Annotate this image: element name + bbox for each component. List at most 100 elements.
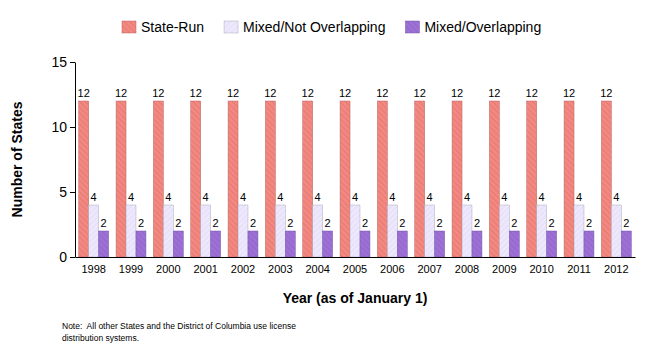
x-tick-label: 2003	[268, 263, 292, 275]
x-axis-line	[76, 257, 636, 258]
bar	[547, 231, 557, 257]
data-label: 2	[437, 217, 443, 229]
x-axis-title: Year (as of January 1)	[283, 290, 428, 306]
bar	[601, 101, 611, 257]
chart: 0510151998199920002001200220032004200520…	[0, 0, 648, 360]
data-label: 12	[376, 87, 388, 99]
x-tick-label: 2005	[343, 263, 367, 275]
data-label: 4	[576, 191, 582, 203]
bar	[340, 101, 350, 257]
data-label: 12	[339, 87, 351, 99]
data-label: 2	[138, 217, 144, 229]
data-label: 12	[600, 87, 612, 99]
bar	[303, 101, 313, 257]
legend-label: Mixed/Not Overlapping	[243, 19, 385, 35]
bar	[275, 205, 285, 257]
bar	[377, 101, 387, 257]
x-tick-label: 2009	[492, 263, 516, 275]
data-label: 2	[474, 217, 480, 229]
bar	[116, 101, 126, 257]
bar	[584, 231, 594, 257]
bar	[211, 231, 221, 257]
legend-label: State-Run	[141, 19, 204, 35]
data-label: 4	[539, 191, 545, 203]
bar	[387, 205, 397, 257]
x-tick: 2008	[455, 263, 479, 275]
data-label: 12	[115, 87, 127, 99]
data-label: 2	[287, 217, 293, 229]
bar	[509, 231, 519, 257]
bar	[435, 231, 445, 257]
data-label: 4	[165, 191, 171, 203]
data-label: 12	[563, 87, 575, 99]
y-tick: 5	[59, 184, 75, 200]
x-tick: 2012	[604, 263, 628, 275]
x-tick: 2010	[529, 263, 553, 275]
legend-swatch	[224, 21, 238, 33]
x-tick: 2005	[343, 263, 367, 275]
x-tick: 2001	[193, 263, 217, 275]
x-tick: 2000	[156, 263, 180, 275]
data-label: 4	[277, 191, 283, 203]
data-label: 2	[511, 217, 517, 229]
data-label: 12	[302, 87, 314, 99]
data-label: 4	[352, 191, 358, 203]
bar	[265, 101, 275, 257]
data-label: 2	[175, 217, 181, 229]
y-axis-title: Number of States	[9, 101, 25, 217]
bar	[89, 205, 99, 257]
bar	[313, 205, 323, 257]
bar	[201, 205, 211, 257]
data-label: 4	[128, 191, 134, 203]
y-tick-label: 10	[51, 119, 67, 135]
data-label: 4	[203, 191, 209, 203]
data-label: 4	[501, 191, 507, 203]
y-tick-label: 15	[51, 54, 67, 70]
data-label: 12	[414, 87, 426, 99]
x-tick-label: 2004	[305, 263, 329, 275]
y-tick-label: 5	[59, 184, 67, 200]
note: distribution systems.	[62, 333, 139, 343]
x-tick-label: 2011	[567, 263, 591, 275]
y-tick-mark	[70, 127, 75, 128]
y-tick-mark	[70, 62, 75, 63]
bar	[574, 205, 584, 257]
x-tick-label: 2000	[156, 263, 180, 275]
bars	[79, 101, 632, 257]
data-label: 4	[613, 191, 619, 203]
data-label: 4	[91, 191, 97, 203]
y-tick: 15	[51, 54, 75, 70]
x-tick-label: 2012	[604, 263, 628, 275]
bar	[99, 231, 109, 257]
bar	[228, 101, 238, 257]
data-label: 12	[190, 87, 202, 99]
data-label: 12	[152, 87, 164, 99]
data-label: 2	[101, 217, 107, 229]
data-label: 12	[227, 87, 239, 99]
x-tick: 2002	[231, 263, 255, 275]
data-label: 2	[586, 217, 592, 229]
legend-swatch	[405, 21, 419, 33]
bar	[397, 231, 407, 257]
data-label: 12	[488, 87, 500, 99]
data-label: 4	[315, 191, 321, 203]
data-label: 2	[213, 217, 219, 229]
bar	[350, 205, 360, 257]
x-tick-label: 2007	[417, 263, 441, 275]
y-tick-mark	[70, 257, 75, 258]
legend-label: Mixed/Overlapping	[424, 19, 541, 35]
x-tick: 2007	[417, 263, 441, 275]
bar	[126, 205, 136, 257]
data-label: 2	[623, 217, 629, 229]
legend: State-Run Mixed/Not Overlapping Mixed/Over…	[122, 19, 541, 35]
x-tick: 1998	[81, 263, 105, 275]
bar	[360, 231, 370, 257]
data-labels: 1212121212121212121212121212124444444444…	[78, 87, 630, 229]
data-label: 4	[240, 191, 246, 203]
x-tick-label: 2002	[231, 263, 255, 275]
bar	[323, 231, 333, 257]
bar	[191, 101, 201, 257]
bar	[527, 101, 537, 257]
x-tick: 1999	[119, 263, 143, 275]
bar	[136, 231, 146, 257]
